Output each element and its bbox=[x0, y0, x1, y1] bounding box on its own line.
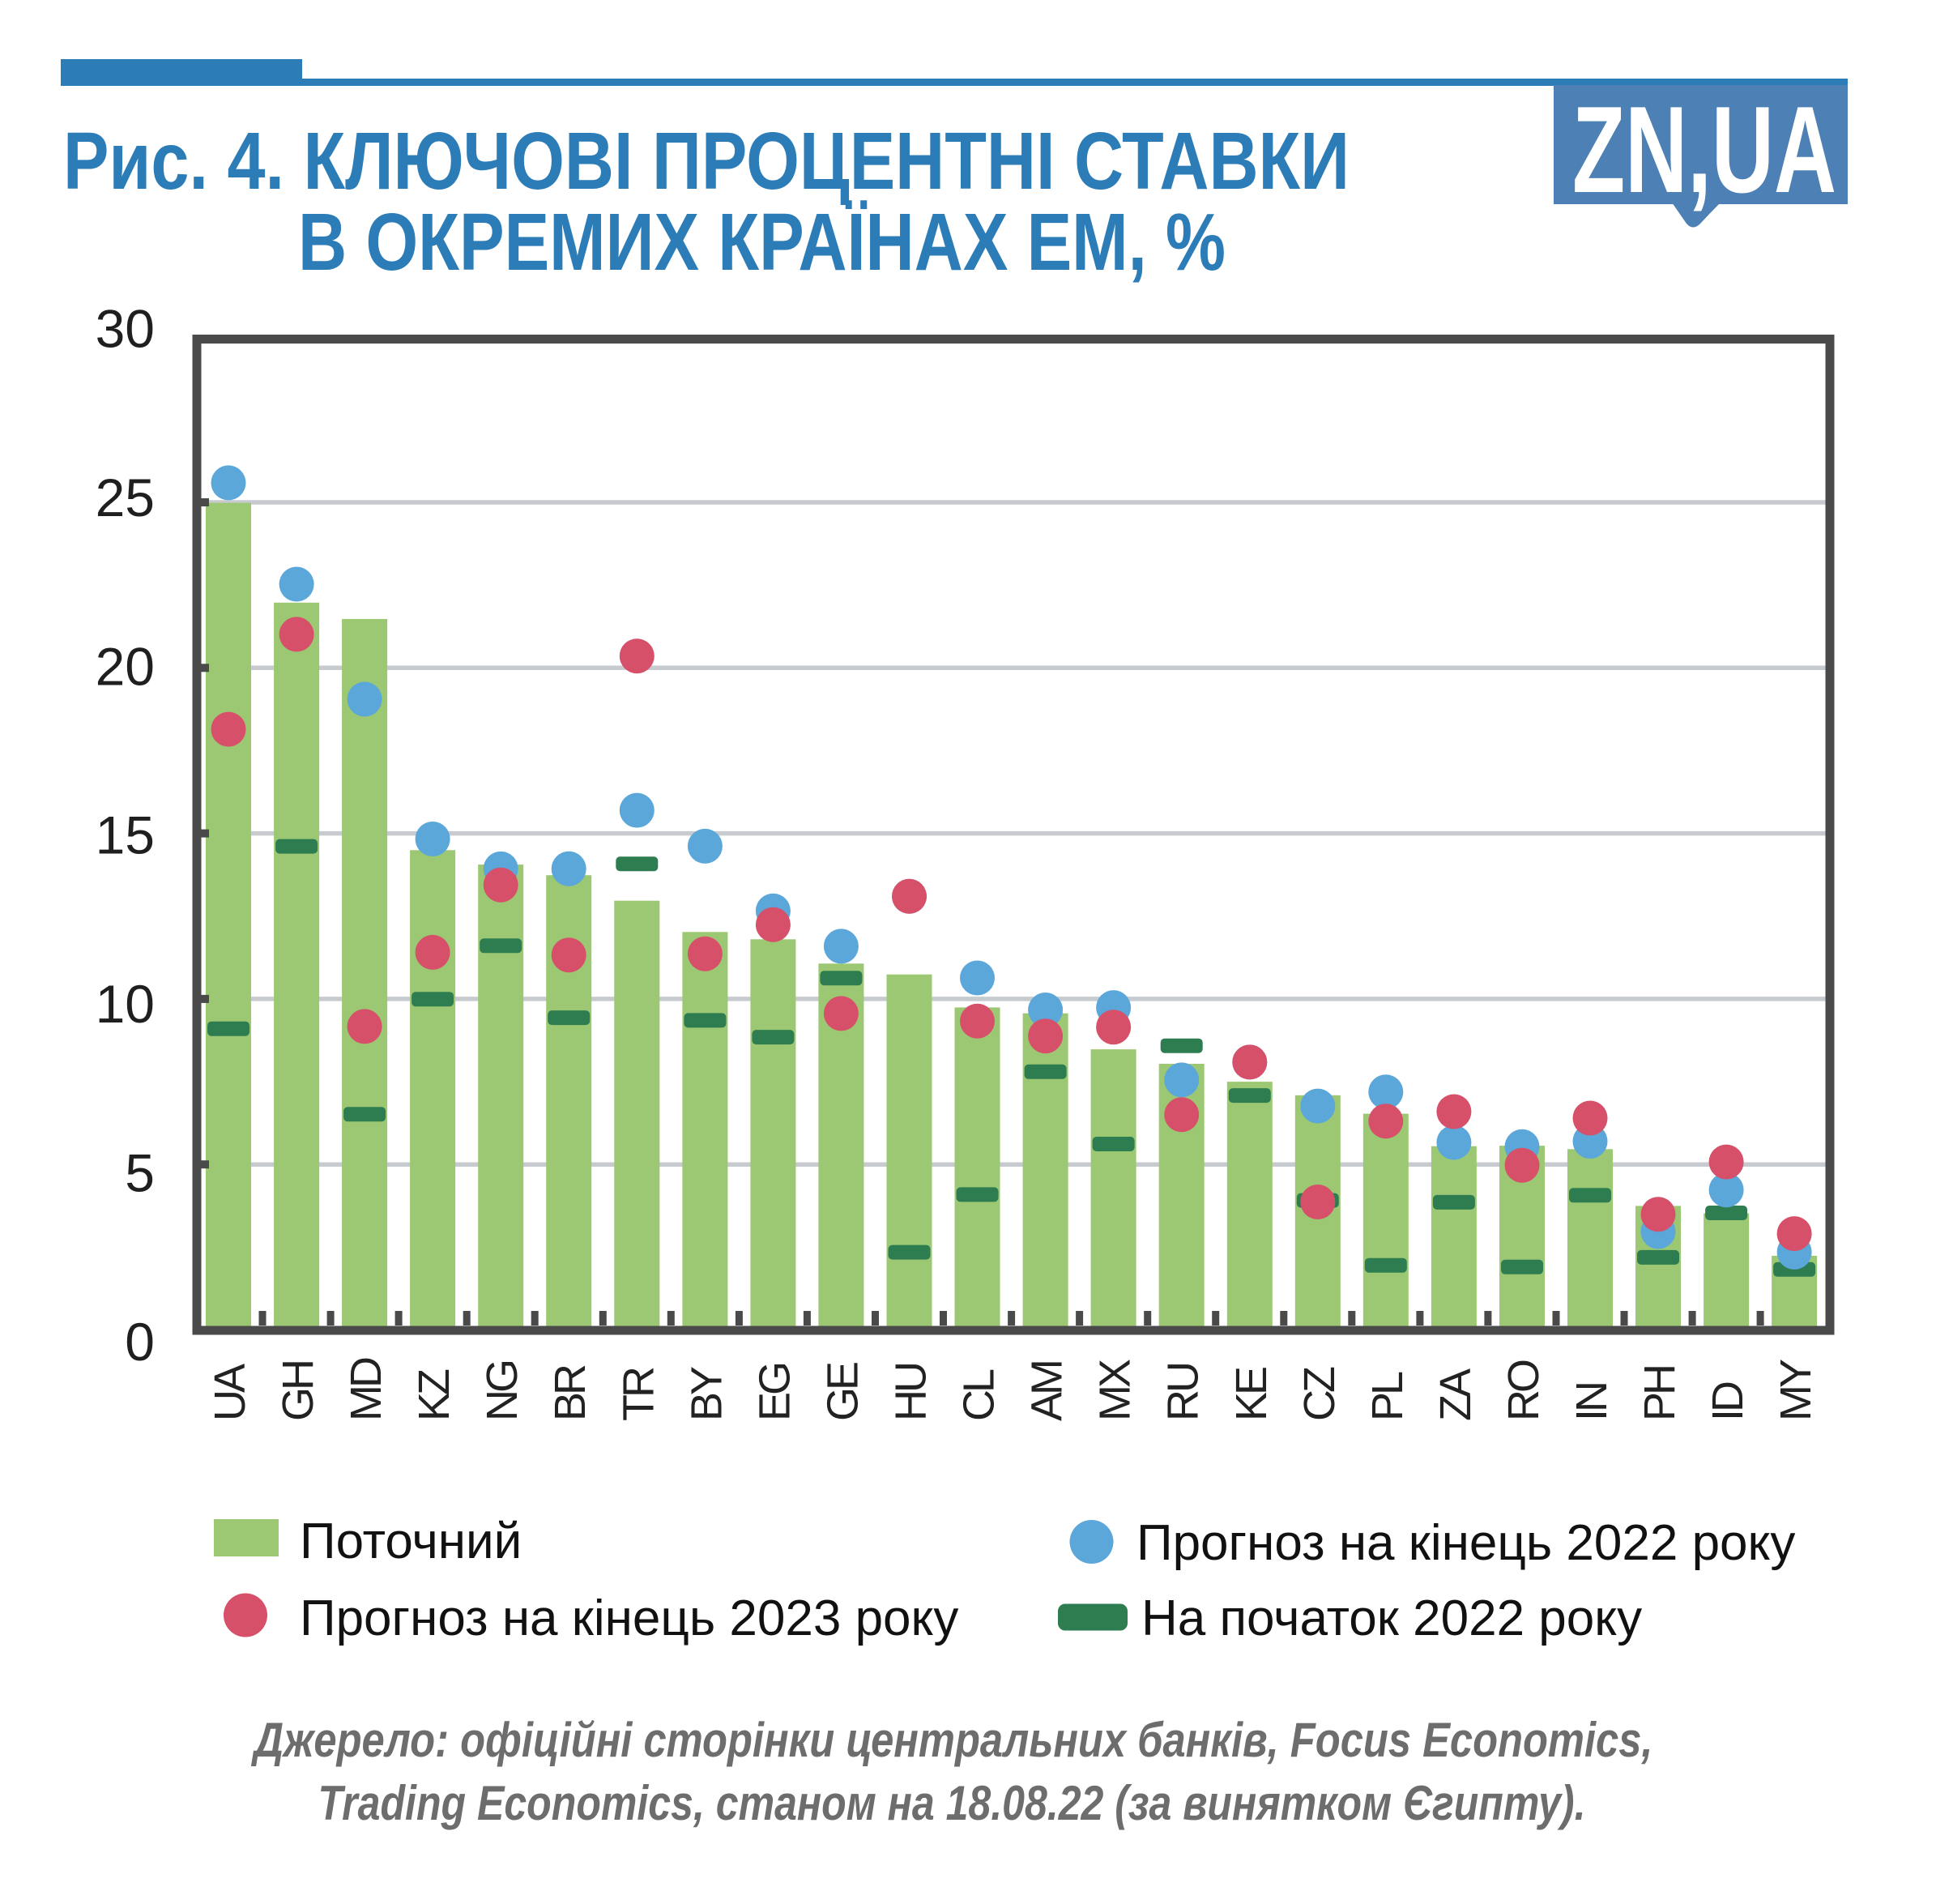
svg-text:В ОКРЕМИХ КРАЇНАХ ЕМ, %: В ОКРЕМИХ КРАЇНАХ ЕМ, % bbox=[298, 197, 1226, 288]
svg-text:Джерело: офіційні сторінки цен: Джерело: офіційні сторінки центральних б… bbox=[250, 1713, 1652, 1767]
svg-text:KZ: KZ bbox=[410, 1369, 458, 1421]
svg-text:0: 0 bbox=[125, 1312, 155, 1372]
svg-text:MY: MY bbox=[1772, 1360, 1820, 1421]
svg-text:ID: ID bbox=[1704, 1382, 1752, 1421]
svg-text:HU: HU bbox=[887, 1364, 936, 1421]
svg-text:25: 25 bbox=[96, 467, 155, 527]
svg-text:30: 30 bbox=[96, 298, 155, 358]
svg-text:BR: BR bbox=[546, 1365, 595, 1421]
svg-text:15: 15 bbox=[96, 805, 155, 865]
svg-text:AM: AM bbox=[1023, 1362, 1072, 1421]
svg-text:20: 20 bbox=[96, 636, 155, 696]
svg-text:ZN,UA: ZN,UA bbox=[1572, 81, 1836, 219]
svg-text:Trading Economics, станом на 1: Trading Economics, станом на 18.08.22 (з… bbox=[318, 1776, 1586, 1830]
svg-text:EG: EG bbox=[750, 1364, 799, 1421]
svg-text:GH: GH bbox=[274, 1362, 322, 1421]
svg-text:Прогноз на кінець 2022 року: Прогноз на кінець 2022 року bbox=[1136, 1515, 1795, 1571]
svg-text:CL: CL bbox=[955, 1369, 1004, 1421]
svg-text:Поточний: Поточний bbox=[300, 1513, 522, 1569]
svg-text:BY: BY bbox=[682, 1367, 731, 1421]
svg-text:5: 5 bbox=[125, 1143, 155, 1203]
svg-text:ZA: ZA bbox=[1431, 1368, 1480, 1421]
svg-text:CZ: CZ bbox=[1295, 1367, 1344, 1421]
svg-text:NG: NG bbox=[478, 1362, 527, 1421]
svg-text:PH: PH bbox=[1635, 1367, 1684, 1421]
svg-text:RU: RU bbox=[1159, 1364, 1208, 1421]
svg-text:GE: GE bbox=[818, 1363, 867, 1421]
svg-text:MD: MD bbox=[342, 1358, 390, 1421]
svg-text:RO: RO bbox=[1499, 1360, 1548, 1421]
svg-text:Прогноз на кінець 2023 року: Прогноз на кінець 2023 року bbox=[300, 1590, 958, 1646]
svg-text:UA: UA bbox=[206, 1364, 254, 1421]
svg-text:KE: KE bbox=[1227, 1368, 1276, 1421]
svg-text:IN: IN bbox=[1567, 1384, 1616, 1421]
svg-text:10: 10 bbox=[96, 974, 155, 1034]
svg-text:Рис. 4. КЛЮЧОВІ ПРОЦЕНТНІ СТАВ: Рис. 4. КЛЮЧОВІ ПРОЦЕНТНІ СТАВКИ bbox=[63, 116, 1350, 207]
svg-text:На початок 2022 року: На початок 2022 року bbox=[1141, 1590, 1642, 1646]
svg-text:MX: MX bbox=[1091, 1360, 1140, 1421]
svg-text:TR: TR bbox=[614, 1368, 663, 1421]
svg-text:PL: PL bbox=[1363, 1372, 1412, 1421]
